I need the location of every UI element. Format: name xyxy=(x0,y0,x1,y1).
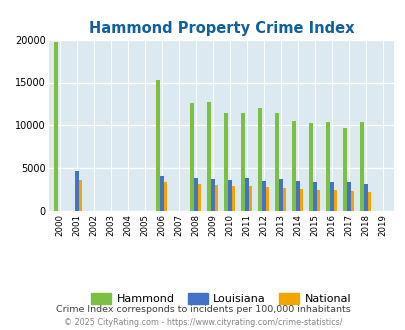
Bar xyxy=(333,190,337,211)
Bar xyxy=(342,128,346,211)
Bar xyxy=(350,191,354,211)
Bar xyxy=(346,182,350,211)
Bar xyxy=(194,178,197,211)
Bar xyxy=(295,181,299,211)
Bar xyxy=(359,122,363,211)
Bar xyxy=(197,184,201,211)
Bar xyxy=(325,122,329,211)
Bar xyxy=(244,178,248,211)
Bar xyxy=(231,186,235,211)
Bar xyxy=(160,177,163,211)
Bar xyxy=(207,102,210,211)
Bar xyxy=(265,187,269,211)
Bar xyxy=(163,182,167,211)
Bar xyxy=(241,113,244,211)
Bar xyxy=(278,180,282,211)
Bar xyxy=(261,181,265,211)
Bar xyxy=(156,80,160,211)
Bar xyxy=(312,182,316,211)
Bar xyxy=(308,123,312,211)
Bar xyxy=(367,192,371,211)
Bar xyxy=(248,186,252,211)
Bar xyxy=(210,179,214,211)
Text: © 2025 CityRating.com - https://www.cityrating.com/crime-statistics/: © 2025 CityRating.com - https://www.city… xyxy=(64,318,341,327)
Bar xyxy=(258,108,261,211)
Text: Crime Index corresponds to incidents per 100,000 inhabitants: Crime Index corresponds to incidents per… xyxy=(55,305,350,314)
Bar xyxy=(275,113,278,211)
Bar xyxy=(227,180,231,211)
Bar xyxy=(214,185,218,211)
Bar xyxy=(316,190,320,211)
Bar xyxy=(329,182,333,211)
Title: Hammond Property Crime Index: Hammond Property Crime Index xyxy=(88,21,353,36)
Bar xyxy=(79,180,82,211)
Bar xyxy=(299,189,303,211)
Bar xyxy=(282,188,286,211)
Bar xyxy=(292,121,295,211)
Bar xyxy=(363,184,367,211)
Legend: Hammond, Louisiana, National: Hammond, Louisiana, National xyxy=(86,289,355,309)
Bar xyxy=(224,113,227,211)
Bar xyxy=(54,42,58,211)
Bar xyxy=(190,103,194,211)
Bar xyxy=(75,171,79,211)
